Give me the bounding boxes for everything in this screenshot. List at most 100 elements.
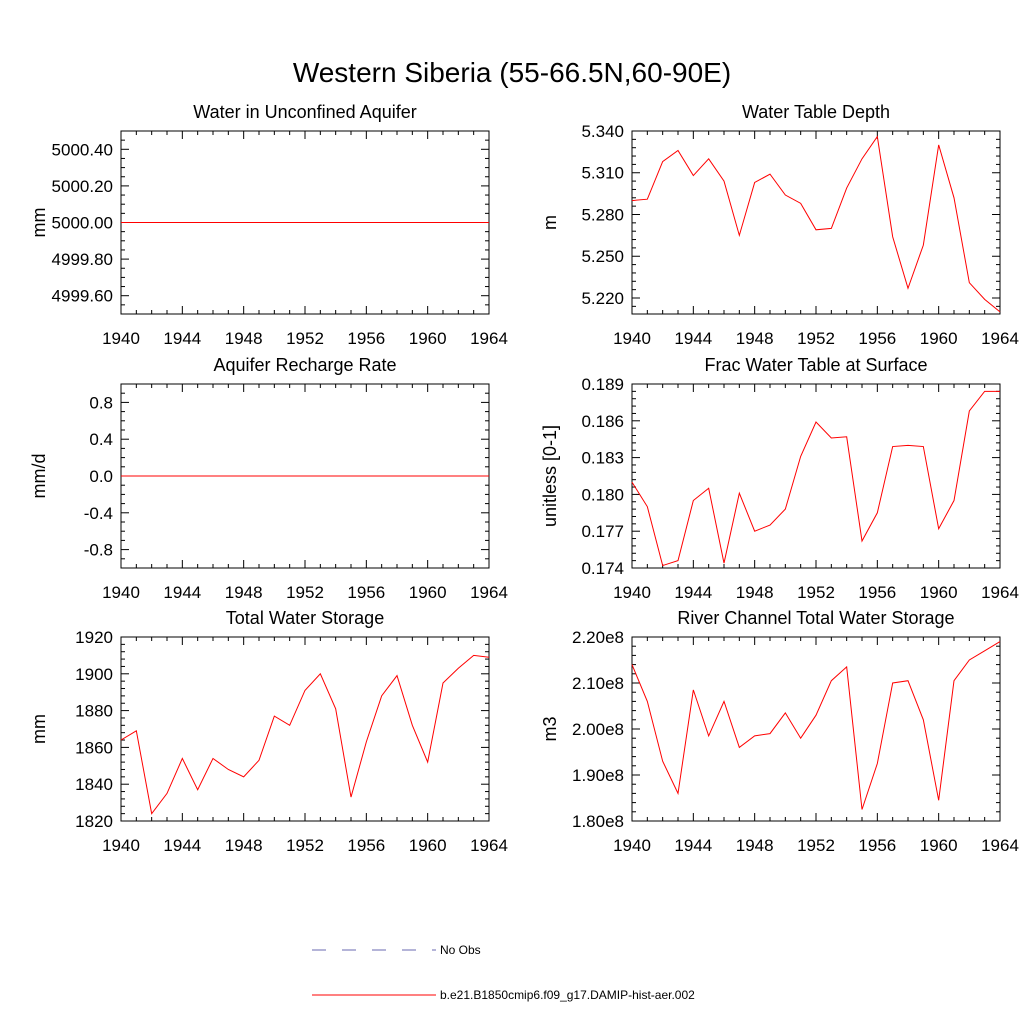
- x-tick-label: 1956: [858, 329, 896, 348]
- figure-title: Western Siberia (55-66.5N,60-90E): [293, 57, 731, 88]
- panel-title: Frac Water Table at Surface: [704, 355, 927, 375]
- y-tick-label: 1860: [75, 738, 113, 757]
- x-tick-label: 1940: [613, 583, 651, 602]
- x-tick-label: 1960: [920, 583, 958, 602]
- x-tick-label: 1948: [736, 329, 774, 348]
- x-tick-label: 1964: [981, 329, 1019, 348]
- x-tick-label: 1952: [286, 836, 324, 855]
- y-tick-label: 0.4: [89, 430, 113, 449]
- y-axis-label: m: [540, 215, 560, 230]
- panel-title: Aquifer Recharge Rate: [213, 355, 396, 375]
- y-tick-label: 0.0: [89, 467, 113, 486]
- y-tick-label: 4999.60: [52, 287, 113, 306]
- y-tick-label: 5.220: [581, 289, 624, 308]
- y-tick-label: 1840: [75, 775, 113, 794]
- x-tick-label: 1944: [163, 836, 201, 855]
- x-tick-label: 1960: [409, 329, 447, 348]
- x-tick-label: 1960: [920, 329, 958, 348]
- y-tick-label: 1.90e8: [572, 766, 624, 785]
- panel-aquifer-recharge-rate: Aquifer Recharge Rate mm/d 1940 1944 1948 195…: [29, 355, 508, 602]
- y-tick-label: 2.20e8: [572, 628, 624, 647]
- x-tick-label: 1952: [286, 329, 324, 348]
- y-tick-label: 0.183: [581, 449, 624, 468]
- panel-frac-water-table-at-surface: Frac Water Table at Surface unitless [0-1…: [540, 355, 1019, 602]
- y-tick-label: 0.174: [581, 559, 624, 578]
- y-tick-label: -0.4: [84, 504, 113, 523]
- legend-label-model: b.e21.B1850cmip6.f09_g17.DAMIP-hist-aer.…: [440, 988, 695, 1002]
- panel-water-table-depth: Water Table Depth m 1940 1944 1948 1952 1956 19…: [540, 102, 1019, 348]
- legend-label-no-obs: No Obs: [440, 943, 481, 957]
- panel-title: Water Table Depth: [742, 102, 890, 122]
- panel-river-channel-total-water-storage: River Channel Total Water Storage m3 1940 1…: [540, 608, 1019, 855]
- y-tick-label: 1.80e8: [572, 812, 624, 831]
- x-tick-label: 1956: [347, 329, 385, 348]
- x-tick-label: 1948: [225, 583, 263, 602]
- y-tick-label: 5.340: [581, 122, 624, 141]
- x-tick-label: 1940: [613, 329, 651, 348]
- x-tick-label: 1960: [920, 836, 958, 855]
- x-tick-label: 1964: [981, 583, 1019, 602]
- x-tick-label: 1940: [613, 836, 651, 855]
- x-tick-label: 1956: [858, 583, 896, 602]
- x-tick-label: 1940: [102, 836, 140, 855]
- x-tick-label: 1944: [674, 329, 712, 348]
- x-tick-label: 1944: [163, 329, 201, 348]
- y-tick-label: -0.8: [84, 541, 113, 560]
- panel-water-in-unconfined-aquifer: Water in Unconfined Aquifer mm 1940 1944 194…: [29, 102, 508, 348]
- x-tick-label: 1940: [102, 583, 140, 602]
- panel-title: River Channel Total Water Storage: [677, 608, 954, 628]
- y-tick-label: 5000.00: [52, 214, 113, 233]
- x-tick-label: 1964: [470, 583, 508, 602]
- y-tick-label: 2.00e8: [572, 720, 624, 739]
- panel-title: Total Water Storage: [226, 608, 384, 628]
- x-tick-label: 1952: [797, 836, 835, 855]
- x-tick-label: 1956: [858, 836, 896, 855]
- y-tick-label: 1920: [75, 628, 113, 647]
- y-tick-label: 0.177: [581, 522, 624, 541]
- series-line: [631, 390, 1000, 567]
- x-tick-label: 1952: [286, 583, 324, 602]
- legend: No Obs b.e21.B1850cmip6.f09_g17.DAMIP-hi…: [312, 943, 695, 1002]
- x-tick-label: 1964: [981, 836, 1019, 855]
- x-tick-label: 1948: [225, 329, 263, 348]
- x-tick-label: 1964: [470, 836, 508, 855]
- y-tick-label: 0.186: [581, 412, 624, 431]
- y-tick-label: 2.10e8: [572, 674, 624, 693]
- y-tick-label: 5.250: [581, 247, 624, 266]
- series-line: [631, 641, 1001, 810]
- x-tick-label: 1964: [470, 329, 508, 348]
- y-tick-label: 5000.40: [52, 140, 113, 159]
- x-tick-label: 1948: [225, 836, 263, 855]
- y-axis-label: mm/d: [29, 454, 49, 499]
- y-axis-label: mm: [29, 208, 49, 238]
- x-tick-label: 1960: [409, 836, 447, 855]
- x-tick-label: 1944: [674, 583, 712, 602]
- panel-total-water-storage: Total Water Storage mm 1940 1944 1948 1952 195…: [29, 608, 508, 855]
- y-axis-label: mm: [29, 714, 49, 744]
- y-tick-label: 1820: [75, 812, 113, 831]
- y-tick-label: 5.280: [581, 205, 624, 224]
- y-axis-label: m3: [540, 716, 560, 741]
- y-axis-label: unitless [0-1]: [540, 425, 560, 527]
- x-tick-label: 1952: [797, 329, 835, 348]
- y-tick-label: 5000.20: [52, 177, 113, 196]
- x-tick-label: 1956: [347, 583, 385, 602]
- x-tick-label: 1952: [797, 583, 835, 602]
- y-tick-label: 0.8: [89, 393, 113, 412]
- series-line: [631, 135, 1001, 313]
- x-tick-label: 1948: [736, 836, 774, 855]
- x-tick-label: 1944: [674, 836, 712, 855]
- plot-frame: [631, 130, 1001, 315]
- x-tick-label: 1940: [102, 329, 140, 348]
- y-tick-label: 5.310: [581, 164, 624, 183]
- x-tick-label: 1956: [347, 836, 385, 855]
- y-tick-label: 1900: [75, 665, 113, 684]
- y-tick-label: 0.189: [581, 375, 624, 394]
- y-tick-label: 0.180: [581, 485, 624, 504]
- series-line: [120, 654, 490, 815]
- panel-title: Water in Unconfined Aquifer: [193, 102, 416, 122]
- x-tick-label: 1948: [736, 583, 774, 602]
- plot-frame: [631, 383, 1001, 569]
- panels: Water in Unconfined Aquifer mm 1940 1944 194…: [29, 102, 1019, 855]
